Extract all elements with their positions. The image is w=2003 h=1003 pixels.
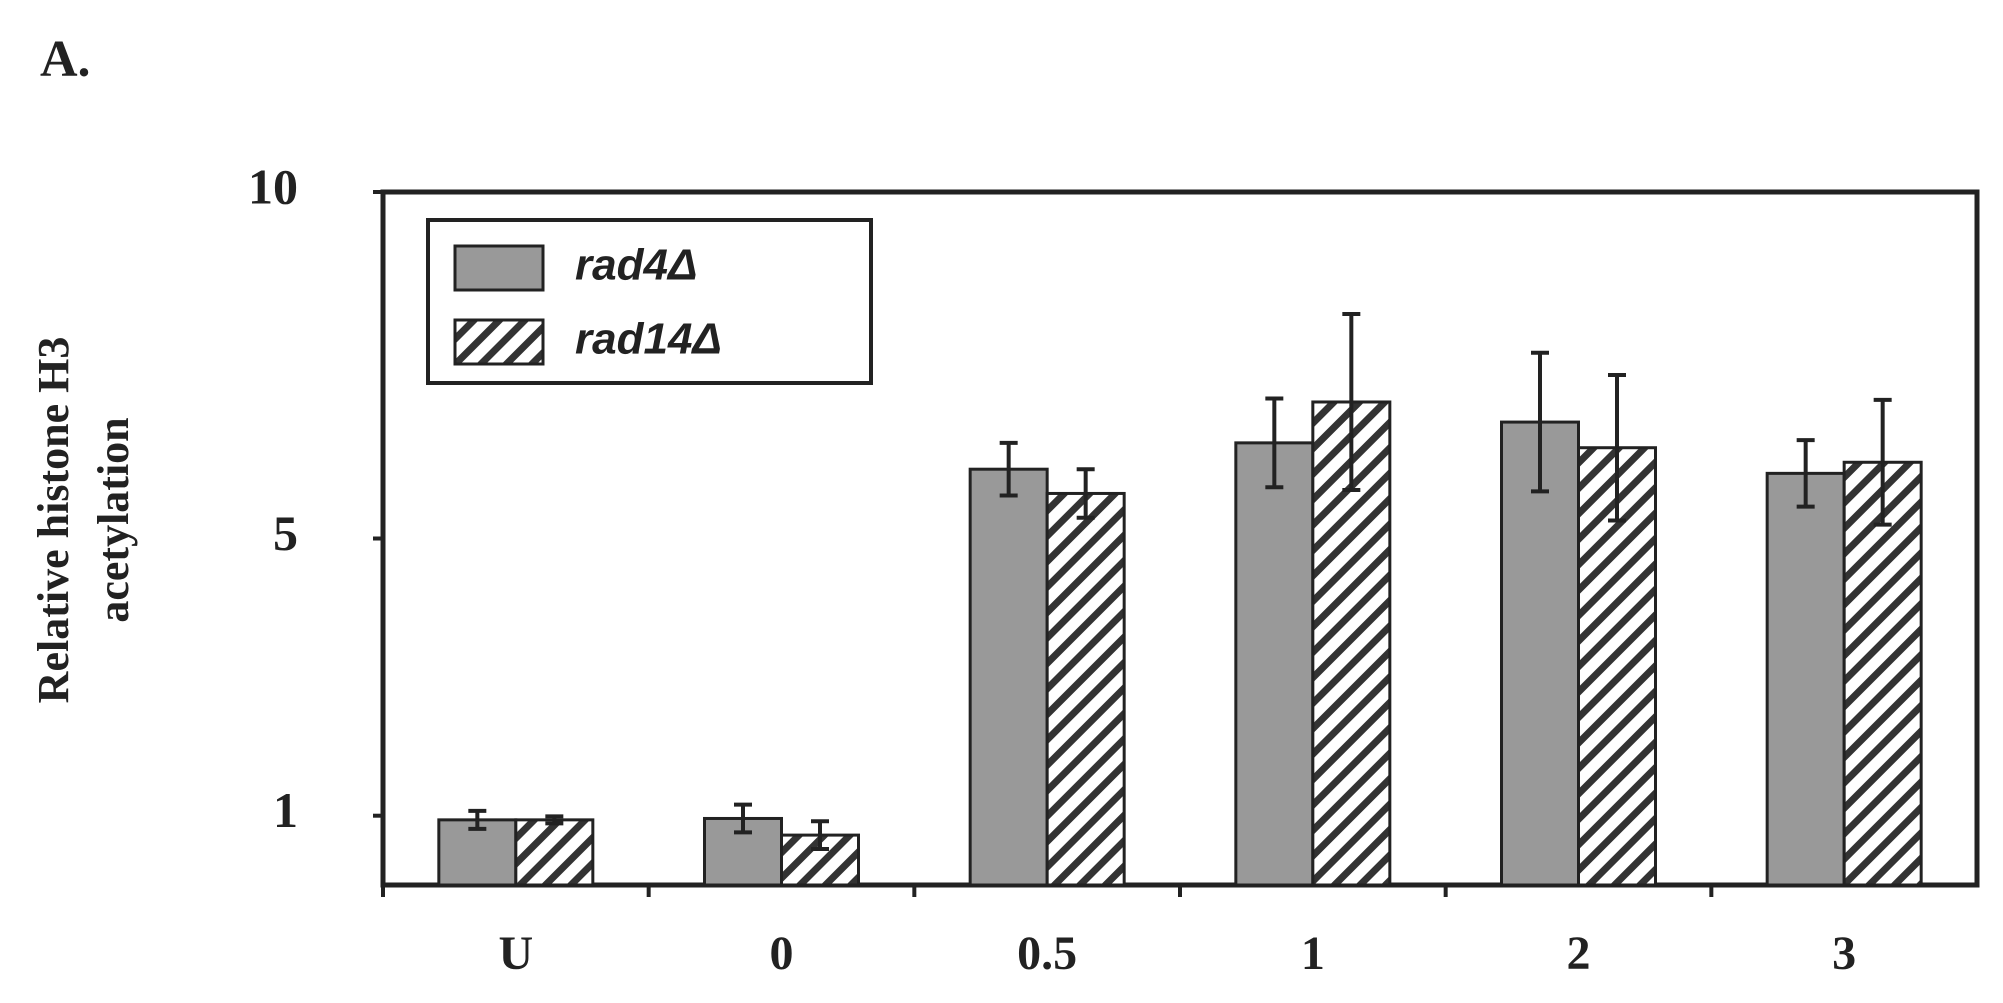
error-bar <box>734 802 752 835</box>
bar <box>1045 491 1126 887</box>
y-axis-label: acetylation <box>89 417 138 622</box>
error-bar <box>1342 311 1361 492</box>
error-bar <box>999 440 1018 498</box>
error-bar <box>1076 467 1095 520</box>
bar <box>1842 460 1923 887</box>
legend-label: rad4Δ <box>575 241 697 290</box>
y-tick-label: 5 <box>273 505 298 561</box>
error-bar <box>1873 397 1892 527</box>
legend-swatch <box>453 244 545 292</box>
x-tick-label: 3 <box>1832 927 1856 980</box>
bar <box>1500 420 1580 887</box>
error-bar <box>1608 372 1626 523</box>
error-bar <box>811 819 829 851</box>
panel-label: A. <box>40 31 91 88</box>
x-tick-label: 1 <box>1301 927 1325 980</box>
error-bar <box>1265 396 1284 490</box>
error-bar <box>1796 438 1815 509</box>
x-tick-label: 2 <box>1567 927 1591 980</box>
x-tick-label: 0 <box>770 927 794 980</box>
y-tick-label: 10 <box>248 158 298 214</box>
y-tick-label: 1 <box>273 782 298 838</box>
bar <box>514 818 595 887</box>
y-axis-label: Relative histone H3 <box>29 337 78 704</box>
error-bar <box>468 808 487 831</box>
bar <box>1765 471 1846 887</box>
x-tick-label: 0.5 <box>1017 927 1077 980</box>
error-bar <box>1531 350 1549 494</box>
bar <box>968 467 1049 887</box>
bar <box>1234 441 1315 887</box>
legend-swatch <box>453 318 545 366</box>
x-tick-label: U <box>498 927 533 980</box>
error-bar <box>545 814 564 826</box>
legend-label: rad14Δ <box>575 315 722 364</box>
